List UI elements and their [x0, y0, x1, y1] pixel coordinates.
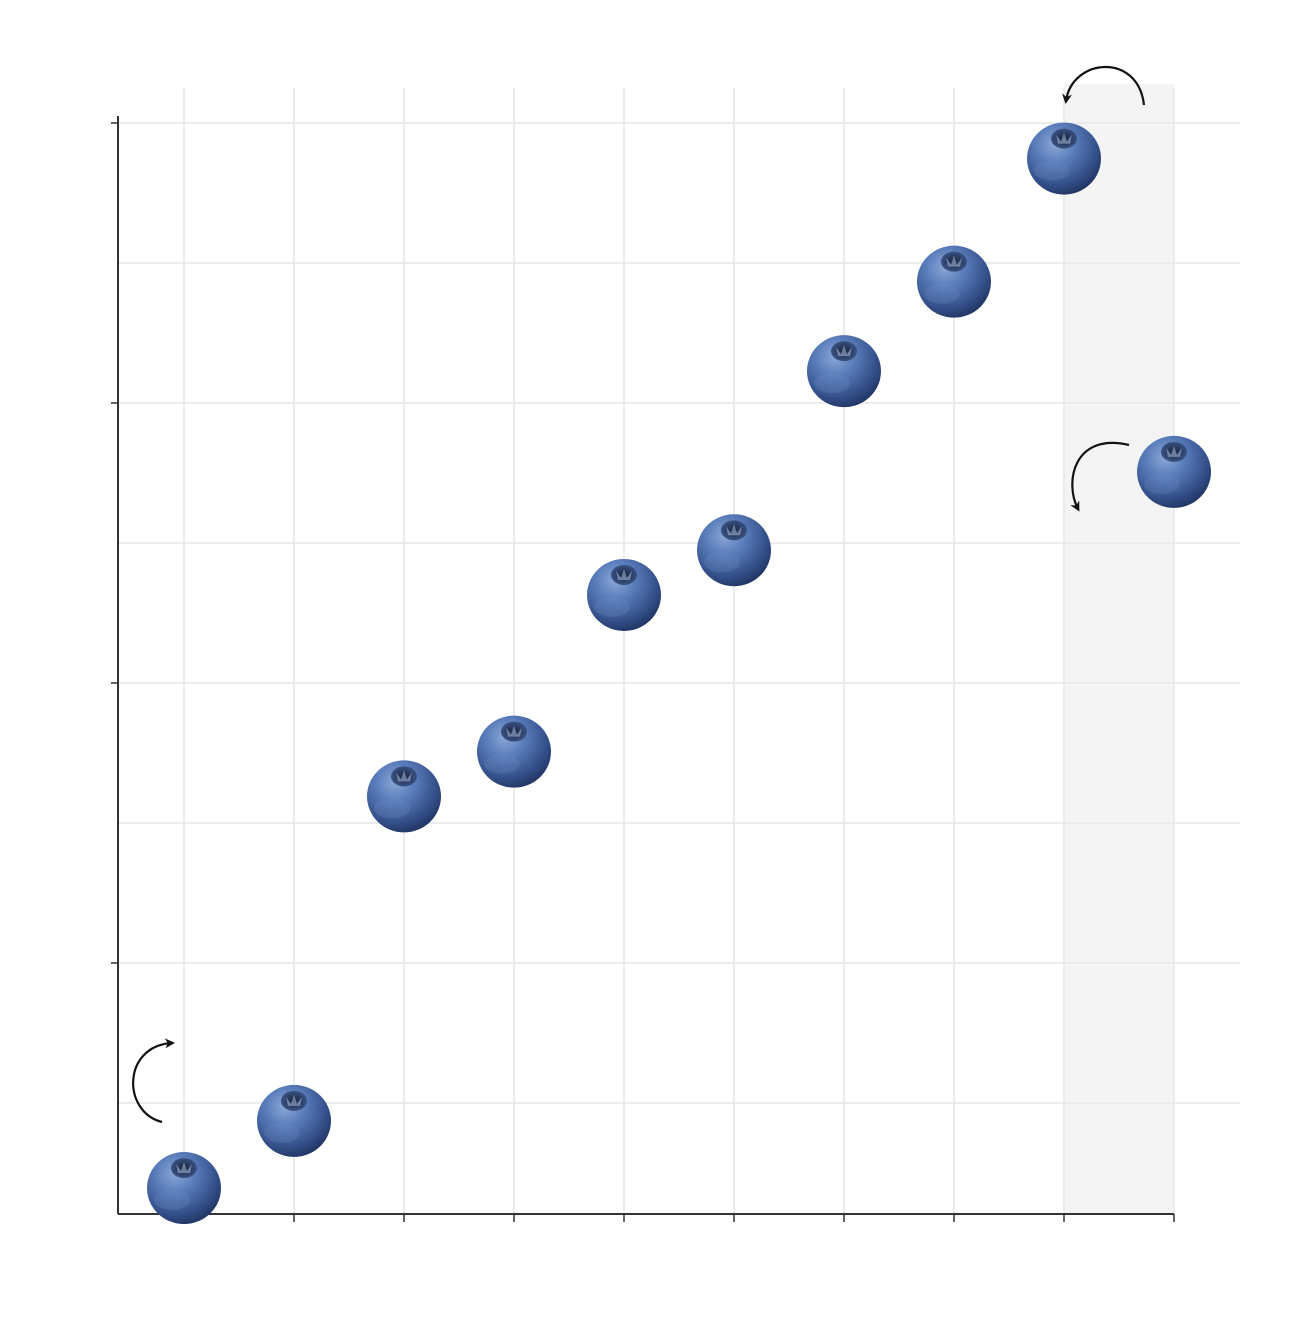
- blueberry-highlight: [1034, 160, 1070, 181]
- annotation-layer: [132, 66, 1146, 1124]
- highlight-band: [1064, 84, 1174, 1214]
- curved-arrow-down: [1070, 441, 1130, 512]
- blueberry-body: [367, 760, 441, 833]
- blueberry-point: [697, 514, 771, 587]
- blueberry-sepals: [1166, 445, 1182, 457]
- blueberry-sepals: [1056, 132, 1072, 144]
- blueberry-highlight: [1144, 473, 1180, 494]
- blueberry-highlight: [484, 753, 520, 774]
- blueberry-body: [477, 715, 551, 788]
- blueberry-sepals: [286, 1094, 302, 1106]
- blueberry-point: [147, 1152, 221, 1225]
- blueberry-sepals: [836, 345, 852, 357]
- blueberry-body: [587, 558, 661, 631]
- blueberry-body: [257, 1084, 331, 1157]
- blueberry-sepals: [616, 568, 632, 580]
- blueberry-highlight: [374, 798, 410, 819]
- blueberry-body: [917, 245, 991, 318]
- blueberry-body: [807, 335, 881, 408]
- blueberry-point: [1027, 122, 1101, 195]
- blueberry-point: [367, 760, 441, 833]
- blueberry-point: [587, 558, 661, 631]
- marker-layer: [147, 122, 1211, 1225]
- blueberry-highlight: [924, 283, 960, 304]
- blueberry-sepals: [506, 725, 522, 737]
- blueberry-body: [697, 514, 771, 587]
- blueberry-highlight: [154, 1190, 190, 1211]
- blueberry-body: [1137, 435, 1211, 508]
- blueberry-body: [147, 1152, 221, 1225]
- blueberry-sepals: [176, 1162, 192, 1174]
- blueberry-point: [807, 335, 881, 408]
- grid-layer: [118, 88, 1240, 1214]
- highlight-band-layer: [1064, 84, 1174, 1214]
- blueberry-highlight: [814, 373, 850, 394]
- curved-arrow-up: [132, 1038, 175, 1124]
- axis-layer: [111, 116, 1175, 1222]
- blueberry-highlight: [594, 596, 630, 617]
- blueberry-highlight: [264, 1122, 300, 1143]
- curved-arrow-left: [1062, 66, 1146, 106]
- blueberry-sepals: [396, 770, 412, 782]
- blueberry-body: [1027, 122, 1101, 195]
- blueberry-point: [477, 715, 551, 788]
- blueberry-point: [1137, 435, 1211, 508]
- blueberry-sepals: [726, 524, 742, 536]
- blueberry-point: [917, 245, 991, 318]
- blueberry-sepals: [946, 255, 962, 267]
- blueberry-point: [257, 1084, 331, 1157]
- blueberry-highlight: [704, 552, 740, 573]
